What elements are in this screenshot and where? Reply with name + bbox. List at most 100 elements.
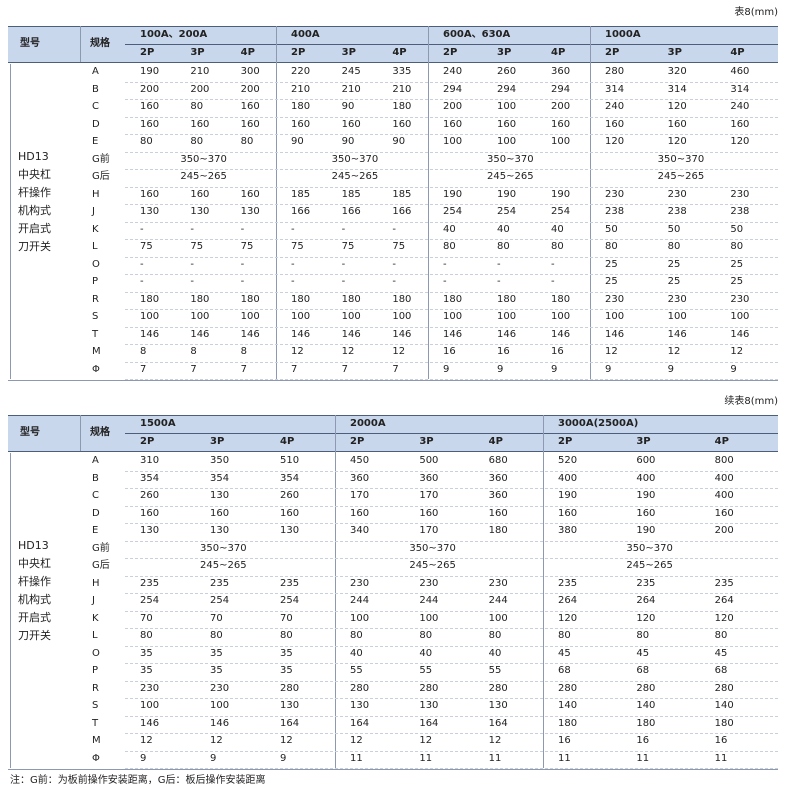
- pole-header: 4P: [551, 47, 566, 58]
- cell: 35: [210, 665, 223, 676]
- cell: 40: [419, 647, 433, 659]
- cell: 75: [240, 241, 254, 252]
- cell: 360: [488, 472, 508, 484]
- cell: 146: [341, 328, 361, 340]
- cell: 180: [558, 717, 578, 729]
- cell: 240: [443, 66, 463, 77]
- header-line: [8, 415, 778, 416]
- row-label: A: [92, 455, 99, 466]
- cell: 11: [350, 752, 363, 764]
- pole-header: 4P: [392, 47, 407, 58]
- cell: 160: [488, 507, 508, 519]
- cell: 264: [714, 595, 734, 606]
- cell: 7: [240, 363, 248, 375]
- cell: 245~265: [200, 560, 247, 571]
- cell: 320: [667, 66, 687, 77]
- cell: 500: [419, 455, 439, 466]
- row-line: [125, 221, 778, 223]
- cell: 400: [558, 472, 578, 484]
- cell: 25: [730, 276, 744, 287]
- cell: -: [240, 258, 245, 270]
- cell: 360: [350, 472, 370, 484]
- header-model: 型号: [20, 38, 40, 49]
- cell: 350: [210, 455, 230, 466]
- cell: 50: [605, 223, 618, 235]
- cell: 235: [636, 577, 656, 589]
- row-label: P: [92, 276, 99, 287]
- header-line: [8, 62, 778, 63]
- cell: 190: [497, 188, 517, 200]
- cell: 100: [551, 136, 571, 147]
- cell: 180: [190, 293, 210, 305]
- row-label: S: [92, 700, 99, 711]
- row-line: [125, 99, 778, 100]
- cell: -: [190, 223, 194, 235]
- table-bottom: [8, 380, 778, 381]
- cell: 9: [497, 363, 504, 375]
- cell: 7: [291, 363, 298, 375]
- cell: 160: [140, 101, 160, 112]
- cell: 25: [667, 276, 681, 287]
- cell: 180: [714, 717, 734, 729]
- cell: 80: [605, 241, 618, 252]
- cell: 7: [190, 363, 197, 375]
- cell: 16: [443, 346, 456, 357]
- cell: 12: [730, 346, 744, 357]
- row-label: B: [92, 83, 99, 95]
- cell: 520: [558, 455, 578, 466]
- cell: 80: [190, 136, 204, 147]
- cell: 160: [280, 507, 300, 519]
- cell: 9: [140, 752, 147, 764]
- cell: 130: [240, 206, 260, 217]
- row-line: [125, 81, 778, 83]
- cell: 600: [636, 455, 656, 466]
- cell: 350~370: [200, 542, 247, 554]
- row-label: D: [92, 118, 100, 130]
- cell: 12: [291, 346, 304, 357]
- row-label: J: [92, 595, 95, 606]
- row-label: L: [92, 241, 98, 252]
- cell: 160: [419, 507, 439, 519]
- cell: 240: [730, 101, 750, 112]
- cell: 230: [667, 188, 687, 200]
- cell: 35: [140, 647, 153, 659]
- row-label: G后: [92, 171, 110, 182]
- cell: 160: [291, 118, 311, 130]
- cell: 100: [419, 612, 439, 624]
- cell: -: [240, 276, 245, 287]
- cell: 180: [341, 293, 361, 305]
- cell: 235: [280, 577, 300, 589]
- cell: 450: [350, 455, 370, 466]
- model-line: 中央杠: [18, 167, 51, 181]
- cell: -: [497, 276, 501, 287]
- cell: 160: [350, 507, 370, 519]
- cell: 400: [714, 472, 734, 484]
- row-label: H: [92, 188, 100, 200]
- cell: 68: [558, 665, 571, 676]
- cell: 100: [497, 101, 517, 112]
- cell: 40: [350, 647, 363, 659]
- cell: 160: [240, 118, 260, 130]
- cell: 75: [190, 241, 204, 252]
- cell: 180: [443, 293, 463, 305]
- row-label: G后: [92, 560, 110, 571]
- cell: 190: [636, 490, 656, 501]
- pole-header: 2P: [291, 47, 306, 58]
- cell: 12: [341, 346, 355, 357]
- cell: 120: [730, 136, 750, 147]
- cell: 80: [730, 241, 744, 252]
- cell: -: [443, 258, 447, 270]
- cell: 280: [636, 682, 656, 694]
- cell: 238: [667, 206, 687, 217]
- cell: 200: [443, 101, 463, 112]
- cell: 25: [605, 276, 618, 287]
- row-line: [125, 239, 778, 240]
- row-line: [125, 291, 778, 293]
- cell: 160: [240, 101, 260, 112]
- cell: 350~370: [180, 153, 227, 165]
- cell: 210: [291, 83, 311, 95]
- row-line: [125, 715, 778, 717]
- cell: 160: [140, 507, 160, 519]
- cell: -: [140, 258, 144, 270]
- cell: 75: [392, 241, 406, 252]
